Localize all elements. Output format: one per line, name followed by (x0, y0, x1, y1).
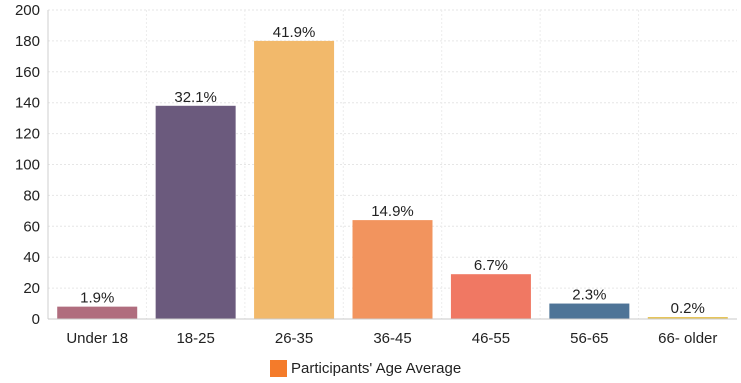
data-labels: 1.9% 32.1% 41.9% 14.9% 6.7% 2.3% 0.2% (80, 24, 705, 317)
y-tick-label: 20 (23, 280, 40, 297)
data-label: 0.2% (671, 300, 705, 317)
y-tick-label: 40 (23, 249, 40, 266)
bar-7 (647, 317, 728, 319)
x-tick-label: 56-65 (570, 330, 608, 347)
y-tick-label: 120 (15, 126, 40, 143)
legend-swatch (270, 359, 287, 377)
bars (57, 40, 728, 320)
bar-5 (450, 274, 531, 319)
data-label: 14.9% (371, 203, 414, 220)
bar-1 (57, 306, 138, 319)
data-label: 2.3% (572, 287, 606, 304)
x-tick-label: Under 18 (66, 330, 128, 347)
y-axis: 0 20 40 60 80 100 120 140 160 180 200 (15, 2, 49, 328)
bar-4 (352, 220, 433, 319)
y-tick-label: 180 (15, 33, 40, 50)
data-label: 1.9% (80, 290, 114, 307)
y-tick-label: 80 (23, 187, 40, 204)
legend-label: Participants' Age Average (291, 359, 462, 377)
legend: Participants' Age Average (270, 357, 461, 379)
y-tick-label: 200 (15, 2, 40, 19)
x-tick-label: 26-35 (275, 330, 313, 347)
bar-6 (549, 303, 630, 319)
y-tick-label: 60 (23, 218, 40, 235)
y-tick-label: 100 (15, 157, 40, 174)
y-tick-label: 0 (32, 311, 40, 328)
x-tick-label: 36-45 (373, 330, 411, 347)
y-tick-label: 140 (15, 95, 40, 112)
data-label: 6.7% (474, 257, 508, 274)
x-tick-label: 46-55 (472, 330, 510, 347)
x-tick-label: 66- older (658, 330, 717, 347)
x-axis: Under 18 18-25 26-35 36-45 46-55 56-65 66- old… (48, 318, 737, 347)
data-label: 32.1% (174, 89, 217, 106)
y-tick-label: 160 (15, 64, 40, 81)
bar-3 (254, 40, 335, 320)
x-tick-label: 18-25 (176, 330, 214, 347)
data-label: 41.9% (273, 24, 316, 41)
bar-2 (155, 105, 236, 319)
